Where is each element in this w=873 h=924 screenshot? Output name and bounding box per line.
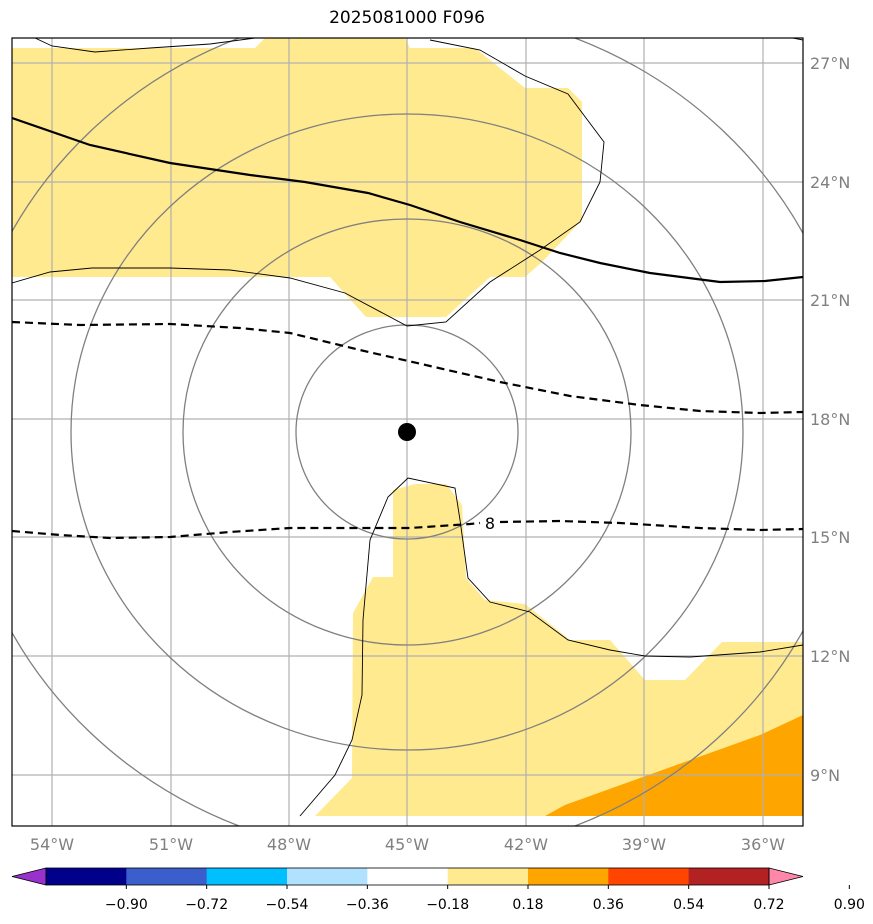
colorbar-extend-high bbox=[768, 867, 804, 886]
storm-center-marker bbox=[398, 423, 416, 441]
colorbar-tick-label: 0.36 bbox=[593, 897, 624, 913]
map-panel: 8 54°W 51°W 48°W 45°W 42°W 39°W 36°W 27°… bbox=[11, 37, 850, 854]
map-title: 2025081000 F096 bbox=[329, 8, 485, 28]
contour-label: 8 bbox=[485, 514, 495, 533]
lon-label: 42°W bbox=[504, 835, 548, 854]
dashed-contour-south bbox=[12, 521, 481, 540]
lon-label: 36°W bbox=[741, 835, 785, 854]
lat-label: 12°N bbox=[810, 647, 850, 666]
lon-label: 48°W bbox=[267, 835, 311, 854]
colorbar: −0.90 −0.72 −0.54 −0.36 −0.18 0.18 0.36 0.54 0.7… bbox=[11, 867, 865, 913]
colorbar-tick-label: −0.90 bbox=[105, 897, 148, 913]
lat-label: 18°N bbox=[810, 410, 850, 429]
lat-label: 27°N bbox=[810, 54, 850, 73]
lon-label: 51°W bbox=[149, 835, 193, 854]
colorbar-extend-low bbox=[11, 867, 47, 886]
colorbar-tick-label: 0.18 bbox=[512, 897, 543, 913]
colorbar-segment bbox=[206, 868, 288, 885]
colorbar-tick-label: −0.54 bbox=[266, 897, 309, 913]
lat-label: 15°N bbox=[810, 528, 850, 547]
coastline bbox=[12, 38, 803, 817]
solid-contour bbox=[12, 116, 803, 284]
colorbar-segment bbox=[608, 868, 690, 885]
lat-label: 24°N bbox=[810, 173, 850, 192]
latitude-labels: 27°N 24°N 21°N 18°N 15°N 12°N 9°N bbox=[810, 54, 850, 785]
colorbar-segment bbox=[528, 868, 609, 885]
colorbar-segments bbox=[11, 867, 804, 886]
dashed-contour-south-east bbox=[499, 519, 803, 532]
colorbar-ticks: −0.90 −0.72 −0.54 −0.36 −0.18 0.18 0.36 0.54 0.7… bbox=[105, 885, 865, 913]
colorbar-segment bbox=[287, 868, 368, 885]
colorbar-tick-label: 0.72 bbox=[753, 897, 784, 913]
colorbar-segment bbox=[688, 868, 770, 885]
colorbar-segment bbox=[126, 868, 208, 885]
lon-label: 45°W bbox=[385, 835, 429, 854]
colorbar-tick-label: 0.54 bbox=[673, 897, 704, 913]
range-rings bbox=[12, 38, 803, 826]
longitude-labels: 54°W 51°W 48°W 45°W 42°W 39°W 36°W bbox=[30, 835, 785, 854]
colorbar-frame bbox=[45, 867, 770, 886]
lat-label: 9°N bbox=[810, 766, 840, 785]
map-frame bbox=[11, 37, 804, 827]
lat-label: 21°N bbox=[810, 291, 850, 310]
colorbar-segment bbox=[367, 868, 449, 885]
colorbar-tick-label: −0.18 bbox=[426, 897, 469, 913]
colorbar-tick-label: −0.72 bbox=[185, 897, 228, 913]
shaded-region-south bbox=[315, 484, 803, 816]
lon-label: 39°W bbox=[622, 835, 666, 854]
dashed-contour-north bbox=[12, 320, 803, 415]
shaded-region-orange bbox=[545, 715, 803, 816]
colorbar-segment bbox=[447, 868, 529, 885]
colorbar-segment bbox=[46, 868, 127, 885]
shaded-region-north bbox=[12, 38, 582, 317]
colorbar-tick-label: 0.90 bbox=[834, 897, 865, 913]
lon-label: 54°W bbox=[30, 835, 74, 854]
colorbar-tick-label: −0.36 bbox=[346, 897, 389, 913]
